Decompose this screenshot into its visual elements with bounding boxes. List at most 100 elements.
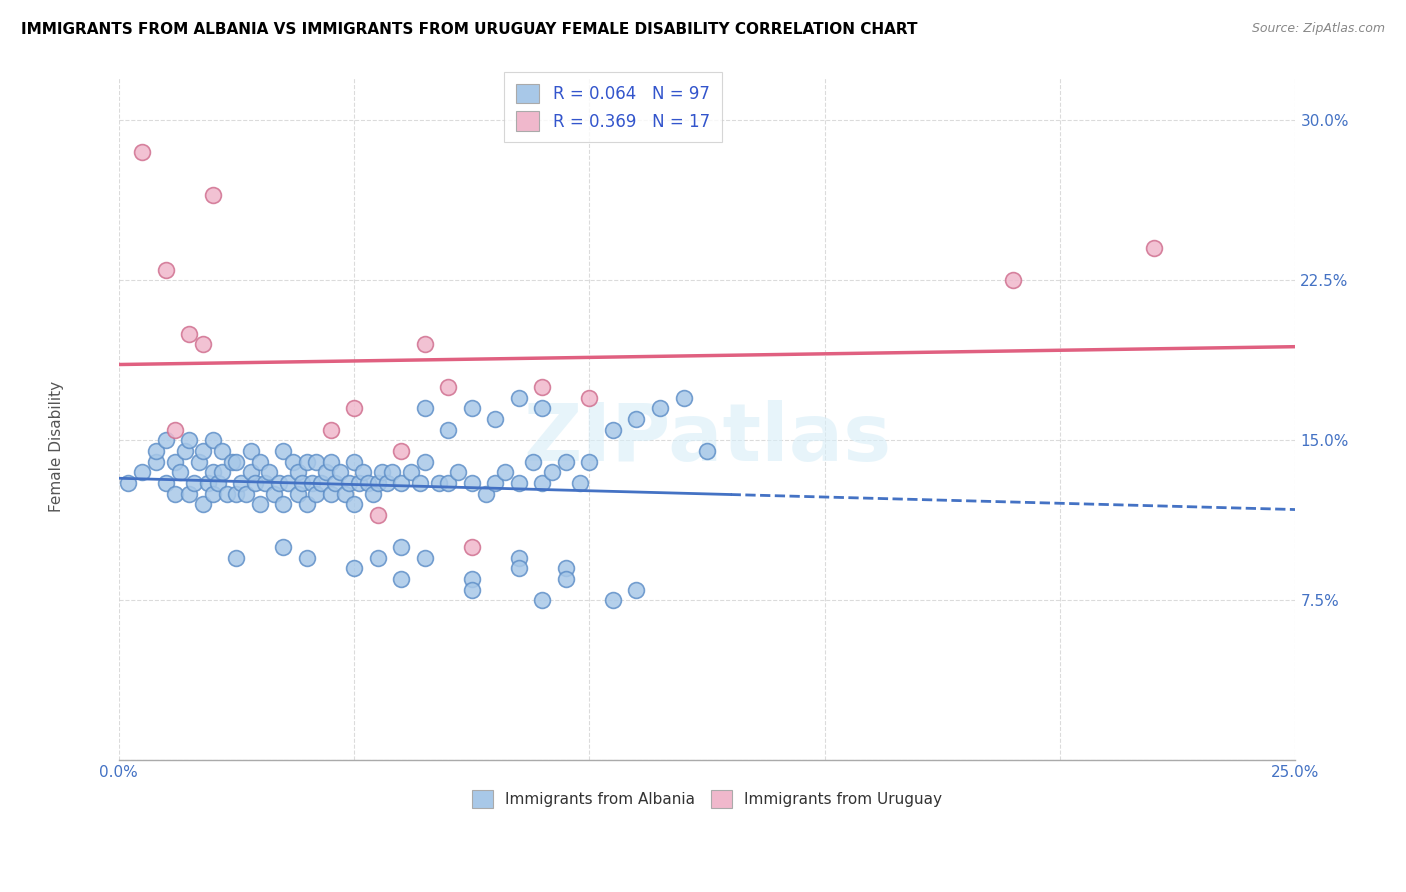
Point xyxy=(245,475,267,490)
Text: ZIPatlas: ZIPatlas xyxy=(523,401,891,478)
Point xyxy=(259,465,281,479)
Point xyxy=(165,454,187,468)
Point xyxy=(375,475,398,490)
Point xyxy=(578,391,600,405)
Point xyxy=(273,444,295,458)
Point xyxy=(413,550,436,565)
Point xyxy=(207,475,229,490)
Point xyxy=(187,454,209,468)
Point xyxy=(201,465,224,479)
Point xyxy=(602,423,624,437)
Point xyxy=(353,465,375,479)
Point xyxy=(446,465,468,479)
Point xyxy=(389,444,412,458)
Point xyxy=(399,465,422,479)
Point xyxy=(461,540,484,554)
Point xyxy=(131,145,153,160)
Point xyxy=(1143,241,1166,255)
Point xyxy=(409,475,432,490)
Point xyxy=(343,401,366,416)
Point xyxy=(696,444,718,458)
Point xyxy=(413,337,436,351)
Point xyxy=(578,454,600,468)
Point xyxy=(309,475,332,490)
Point xyxy=(323,475,346,490)
Point xyxy=(211,444,233,458)
Point xyxy=(155,262,177,277)
Point xyxy=(413,401,436,416)
Point xyxy=(131,465,153,479)
Point xyxy=(357,475,380,490)
Text: Female Disability: Female Disability xyxy=(49,380,63,512)
Text: IMMIGRANTS FROM ALBANIA VS IMMIGRANTS FROM URUGUAY FEMALE DISABILITY CORRELATION: IMMIGRANTS FROM ALBANIA VS IMMIGRANTS FR… xyxy=(21,22,918,37)
Point xyxy=(239,444,262,458)
Point xyxy=(165,486,187,500)
Point xyxy=(554,561,576,575)
Point xyxy=(381,465,404,479)
Point xyxy=(201,434,224,448)
Point xyxy=(281,454,304,468)
Point xyxy=(145,454,167,468)
Point xyxy=(179,326,201,341)
Point xyxy=(484,412,506,426)
Point xyxy=(117,475,139,490)
Point xyxy=(169,465,191,479)
Point xyxy=(253,475,276,490)
Point xyxy=(201,187,224,202)
Point xyxy=(648,401,671,416)
Point xyxy=(1002,273,1025,287)
Point xyxy=(155,475,177,490)
Point xyxy=(197,475,219,490)
Point xyxy=(626,582,648,597)
Point xyxy=(295,454,318,468)
Point xyxy=(295,550,318,565)
Point xyxy=(333,486,356,500)
Point xyxy=(287,486,309,500)
Point xyxy=(319,423,342,437)
Point xyxy=(508,475,530,490)
Point xyxy=(291,475,314,490)
Point xyxy=(337,475,360,490)
Point xyxy=(475,486,498,500)
Point xyxy=(413,454,436,468)
Point xyxy=(273,540,295,554)
Point xyxy=(343,561,366,575)
Point xyxy=(437,380,460,394)
Point xyxy=(508,550,530,565)
Point xyxy=(173,444,195,458)
Point xyxy=(277,475,299,490)
Point xyxy=(367,475,389,490)
Point xyxy=(211,465,233,479)
Point xyxy=(554,454,576,468)
Point xyxy=(389,475,412,490)
Point xyxy=(672,391,695,405)
Point xyxy=(602,593,624,607)
Point xyxy=(239,465,262,479)
Point xyxy=(225,486,247,500)
Point xyxy=(508,561,530,575)
Point xyxy=(193,337,215,351)
Point xyxy=(249,454,271,468)
Point xyxy=(225,550,247,565)
Point xyxy=(329,465,352,479)
Point xyxy=(319,454,342,468)
Point xyxy=(155,434,177,448)
Point xyxy=(193,497,215,511)
Point xyxy=(215,486,238,500)
Point xyxy=(461,572,484,586)
Point xyxy=(179,486,201,500)
Point xyxy=(145,444,167,458)
Point xyxy=(540,465,562,479)
Point xyxy=(389,540,412,554)
Point xyxy=(389,572,412,586)
Point xyxy=(193,444,215,458)
Point xyxy=(531,380,554,394)
Point xyxy=(263,486,285,500)
Point xyxy=(183,475,205,490)
Point xyxy=(437,423,460,437)
Point xyxy=(315,465,337,479)
Point xyxy=(494,465,516,479)
Point xyxy=(484,475,506,490)
Point xyxy=(319,486,342,500)
Point xyxy=(461,582,484,597)
